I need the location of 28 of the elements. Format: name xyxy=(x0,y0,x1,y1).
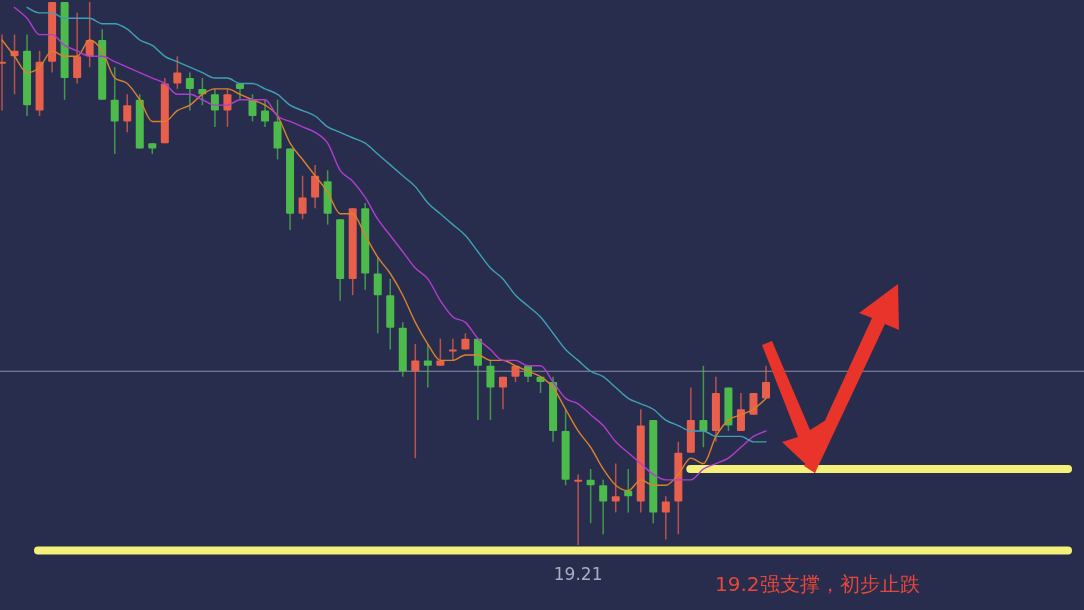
candlestick xyxy=(436,337,445,367)
candlestick xyxy=(261,98,270,128)
candlestick xyxy=(311,164,320,210)
candlestick xyxy=(223,88,232,128)
candlestick xyxy=(736,392,745,432)
text: 19.21 xyxy=(553,564,603,584)
candlestick xyxy=(73,12,82,85)
candlestick xyxy=(210,88,219,128)
candlestick xyxy=(611,462,620,514)
candlestick xyxy=(411,343,420,459)
candlestick xyxy=(624,468,633,514)
candlestick xyxy=(123,93,132,134)
candlestick xyxy=(185,71,194,112)
text: 19.2强支撑，初步止跌 xyxy=(715,572,920,596)
candlestick xyxy=(486,359,495,421)
candlestick xyxy=(599,479,608,535)
candlestick xyxy=(586,468,595,525)
candlestick xyxy=(574,473,583,546)
candlestick xyxy=(423,343,432,389)
candlestick xyxy=(110,66,119,155)
candlestick xyxy=(248,93,257,123)
candlestick xyxy=(762,365,770,400)
candlestick xyxy=(498,375,507,410)
candlestick xyxy=(298,175,307,220)
candlestick xyxy=(699,365,708,449)
candlestick xyxy=(173,55,182,90)
candlestick xyxy=(661,495,670,541)
candlestick xyxy=(373,256,382,334)
